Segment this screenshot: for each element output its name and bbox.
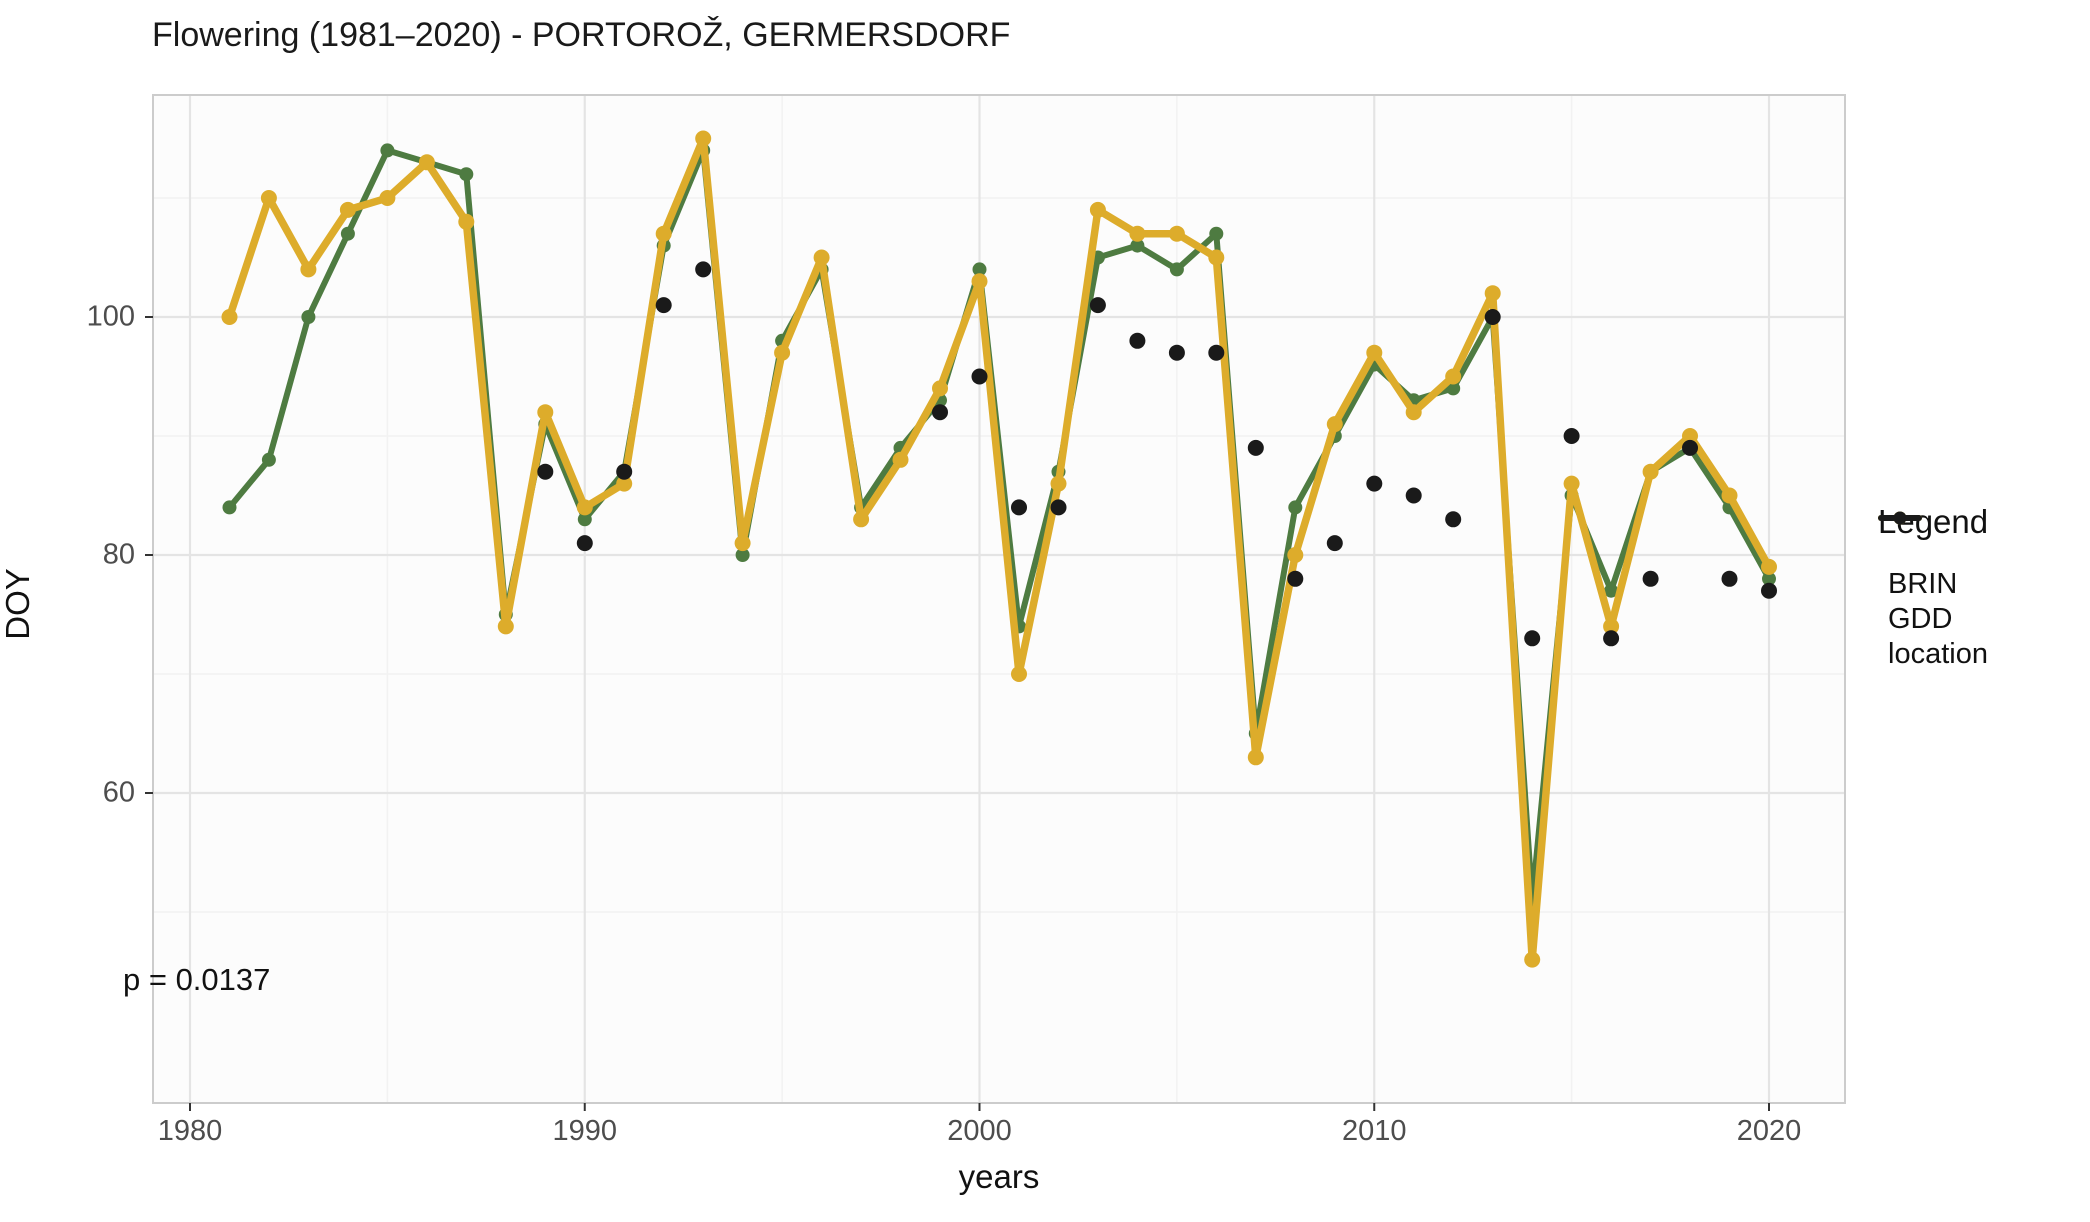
location-point [1484, 309, 1501, 325]
location-point [1405, 487, 1422, 504]
location-point [1089, 297, 1106, 314]
legend-item-brin: BRIN [1878, 511, 2088, 602]
x-axis-title: years [958, 1158, 1040, 1195]
p-value-annotation: p = 0.0137 [123, 962, 271, 997]
location-point [1682, 439, 1698, 456]
location-point [1168, 344, 1185, 361]
location-point [1642, 570, 1659, 587]
legend: Legend BRIN GDD location [1878, 503, 2088, 672]
location-point [1563, 428, 1580, 444]
location-point [616, 463, 633, 480]
y-axis-title: DOY [0, 568, 36, 640]
x-tick-label: 2000 [947, 1115, 1012, 1147]
location-point [537, 463, 554, 480]
location-point [1247, 439, 1264, 456]
x-tick-label: 2020 [1736, 1115, 1802, 1147]
location-point [1129, 332, 1146, 349]
location-point [932, 404, 948, 421]
legend-item-label: location [1888, 638, 1988, 670]
location-point [1524, 630, 1541, 647]
location-point [1445, 511, 1462, 528]
location-point [576, 535, 593, 552]
y-tick-label: 100 [86, 300, 135, 333]
location-point [1721, 570, 1738, 587]
location-point [1287, 570, 1304, 587]
location-point [1050, 499, 1067, 516]
chart-title: Flowering (1981–2020) - PORTOROŽ, GERMER… [152, 16, 1011, 54]
legend-item-label: BRIN [1888, 568, 1958, 600]
location-point [1603, 630, 1620, 647]
x-tick-label: 1990 [552, 1115, 617, 1147]
x-tick-label: 1980 [157, 1115, 223, 1147]
legend-item-list: BRIN GDD location [1878, 511, 2088, 672]
location-point [655, 297, 672, 314]
location-point [971, 368, 988, 385]
y-tick-label: 60 [102, 776, 135, 809]
legend-key-location-icon [1878, 511, 1922, 525]
location-point [1208, 344, 1225, 361]
series-line-gdd [225, 134, 1773, 964]
location-point [1326, 535, 1343, 552]
location-point [695, 261, 712, 278]
legend-item-label: GDD [1888, 603, 1953, 635]
location-point [1366, 475, 1383, 492]
location-point [1011, 499, 1027, 516]
legend-item-gdd: GDD [1878, 511, 2088, 637]
legend-item-location: location [1878, 511, 2088, 672]
y-tick-label: 80 [102, 538, 135, 571]
x-tick-label: 2010 [1341, 1115, 1407, 1147]
location-point [1761, 582, 1777, 599]
